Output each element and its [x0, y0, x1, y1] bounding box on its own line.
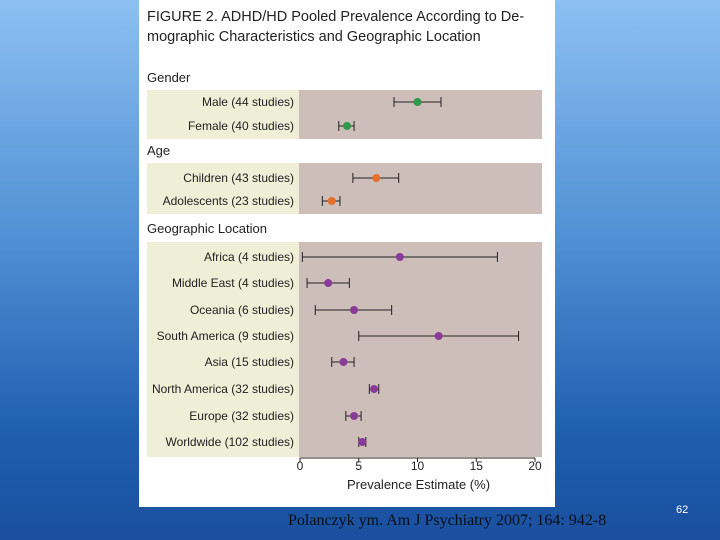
row-label: Children (43 studies)	[183, 171, 294, 185]
section-heading: Age	[147, 143, 170, 158]
label-band	[147, 90, 299, 139]
section-heading: Gender	[147, 70, 191, 85]
estimate-point	[434, 332, 443, 340]
row-label: Asia (15 studies)	[205, 355, 294, 369]
row-label: Adolescents (23 studies)	[163, 194, 294, 208]
row-label: Middle East (4 studies)	[172, 276, 294, 290]
row-label: North America (32 studies)	[152, 382, 294, 396]
plot-panel	[299, 242, 542, 457]
x-tick-label: 15	[470, 459, 484, 473]
estimate-point	[413, 98, 422, 106]
estimate-point	[395, 253, 404, 261]
estimate-point	[350, 306, 359, 314]
plot-panel	[299, 163, 542, 214]
x-axis-title: Prevalence Estimate (%)	[347, 477, 490, 492]
estimate-point	[370, 385, 379, 393]
figure-title-line: mographic Characteristics and Geographic…	[147, 29, 481, 45]
x-tick-label: 5	[355, 459, 362, 473]
estimate-point	[339, 358, 348, 366]
x-tick-label: 10	[411, 459, 425, 473]
slide-number: 62	[676, 504, 689, 516]
estimate-point	[324, 279, 333, 287]
row-label: Europe (32 studies)	[189, 409, 294, 423]
row-label: Worldwide (102 studies)	[165, 435, 294, 449]
row-label: Female (40 studies)	[188, 119, 294, 133]
row-label: Male (44 studies)	[202, 95, 294, 109]
forest-plot: FIGURE 2. ADHD/HD Pooled Prevalence Acco…	[147, 9, 542, 492]
row-label: Oceania (6 studies)	[190, 303, 294, 317]
estimate-point	[358, 438, 367, 446]
estimate-point	[343, 122, 351, 130]
x-tick-label: 20	[528, 459, 542, 473]
label-band	[147, 242, 299, 457]
estimate-point	[327, 197, 336, 205]
label-band	[147, 163, 299, 214]
figure-card: FIGURE 2. ADHD/HD Pooled Prevalence Acco…	[139, 0, 555, 507]
estimate-point	[372, 174, 381, 182]
x-tick-label: 0	[297, 459, 304, 473]
plot-panel	[299, 90, 542, 139]
row-label: Africa (4 studies)	[204, 250, 294, 264]
row-label: South America (9 studies)	[157, 329, 294, 343]
section-heading: Geographic Location	[147, 221, 267, 236]
figure-title-line: FIGURE 2. ADHD/HD Pooled Prevalence Acco…	[147, 9, 524, 25]
citation: Polanczyk ym. Am J Psychiatry 2007; 164:…	[288, 512, 607, 529]
estimate-point	[350, 412, 359, 420]
